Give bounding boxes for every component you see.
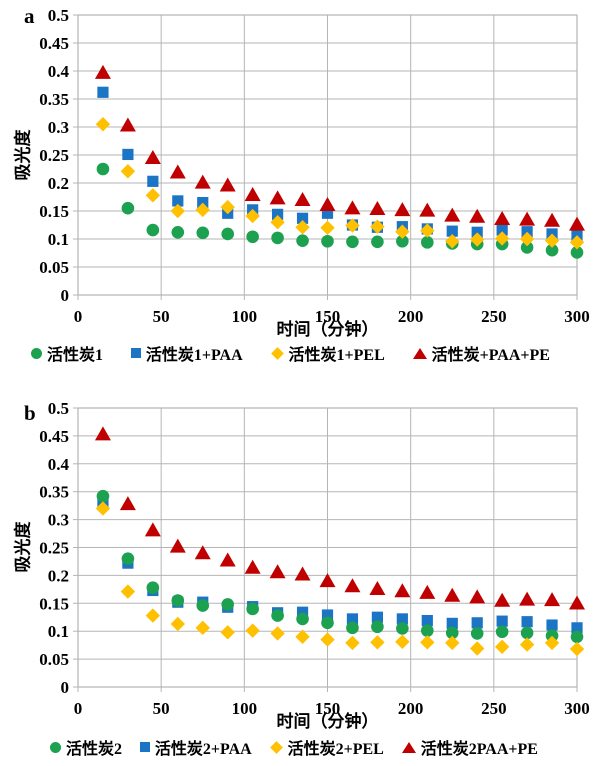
series-triangle — [94, 426, 585, 610]
y-tick-label: 0.25 — [39, 146, 69, 165]
y-tick-label: 0.2 — [48, 174, 69, 193]
series-circle — [96, 162, 584, 259]
legend-item: 活性炭1 — [31, 341, 103, 365]
series-diamond — [95, 501, 585, 657]
x-tick-label: 0 — [74, 699, 83, 718]
grid — [73, 407, 578, 692]
y-tick-label: 0.4 — [48, 455, 70, 474]
y-tick-label: 0 — [61, 678, 70, 697]
x-tick-label: 0 — [74, 307, 83, 326]
y-tick-label: 0.45 — [39, 34, 69, 53]
legend-label: 活性炭2PAA+PE — [420, 741, 538, 758]
legend-b: 活性炭2 活性炭2+PAA 活性炭2+PEL 活性炭2PAA+PE — [50, 735, 538, 759]
triangle-marker-icon — [401, 741, 416, 753]
legend-label: 活性炭1 — [47, 347, 104, 364]
x-tick-label: 300 — [564, 699, 590, 718]
y-tick-label: 0.05 — [39, 258, 69, 277]
square-marker-icon — [130, 348, 141, 358]
y-tick-label: 0.35 — [39, 90, 69, 109]
series-square — [97, 496, 583, 634]
tick-labels: 0 0.05 0.1 0.15 0.2 0.25 0.3 0.35 0.4 0.45 0.5 0 50 1… — [39, 399, 590, 718]
circle-marker-icon — [50, 741, 61, 753]
x-tick-label: 150 — [315, 699, 341, 718]
legend-label: 活性炭2+PAA — [154, 741, 252, 758]
y-tick-label: 0.45 — [39, 427, 69, 446]
y-tick-label: 0.5 — [48, 399, 69, 418]
legend-item: 活性炭2 — [50, 735, 122, 759]
legend-label: 活性炭2+PEL — [287, 741, 384, 758]
y-tick-label: 0.15 — [39, 594, 69, 613]
x-axis-title-b: 时间（分钟） — [276, 712, 379, 731]
legend-item: 活性炭1+PEL — [270, 341, 385, 365]
series-triangle — [94, 64, 585, 231]
legend-item: 活性炭1+PAA — [130, 341, 243, 365]
legend-label: 活性炭+PAA+PE — [431, 347, 550, 364]
y-tick-label: 0.4 — [48, 62, 70, 81]
legend-item: 活性炭2PAA+PE — [401, 735, 538, 759]
x-tick-label: 300 — [564, 307, 590, 326]
x-tick-label: 200 — [398, 699, 424, 718]
legend-label: 活性炭2 — [66, 741, 123, 758]
x-tick-label: 150 — [315, 307, 341, 326]
x-tick-label: 250 — [481, 699, 507, 718]
circle-marker-icon — [31, 347, 42, 359]
x-tick-label: 100 — [232, 307, 258, 326]
tick-labels: 0 0.05 0.1 0.15 0.2 0.25 0.3 0.35 0.4 0.45 0.5 0 50 1… — [39, 6, 590, 326]
y-tick-label: 0.15 — [39, 202, 69, 221]
y-tick-label: 0.05 — [39, 650, 69, 669]
series-square — [97, 86, 583, 242]
legend-item: 活性炭+PAA+PE — [412, 341, 550, 365]
y-tick-label: 0.5 — [48, 6, 69, 25]
panel-b-letter: b — [24, 401, 36, 425]
panel-a: a 吸光度 0 0.05 0.1 0.15 0.2 0.25 0.3 0.35 0.4 0.45 0… — [14, 4, 590, 365]
diamond-marker-icon — [269, 740, 283, 754]
scatter-plot-a: 0 0.05 0.1 0.15 0.2 0.25 0.3 0.35 0.4 0.45 0.5 0 50 1… — [39, 6, 590, 326]
y-tick-label: 0.3 — [48, 511, 69, 530]
legend-item: 活性炭2+PAA — [139, 735, 252, 759]
y-tick-label: 0.1 — [48, 622, 69, 641]
x-tick-label: 250 — [481, 307, 507, 326]
panel-a-letter: a — [24, 4, 35, 28]
scatter-plot-b: 0 0.05 0.1 0.15 0.2 0.25 0.3 0.35 0.4 0.45 0.5 0 50 1… — [39, 399, 590, 718]
series-circle — [96, 489, 584, 644]
y-tick-label: 0.3 — [48, 118, 69, 137]
y-tick-label: 0.25 — [39, 539, 69, 558]
y-tick-label: 0.1 — [48, 230, 69, 249]
x-tick-label: 100 — [232, 699, 258, 718]
grid — [73, 14, 578, 300]
y-tick-label: 0 — [61, 286, 70, 305]
legend-label: 活性炭1+PAA — [145, 347, 243, 364]
x-tick-label: 50 — [153, 699, 170, 718]
x-tick-label: 200 — [398, 307, 424, 326]
diamond-marker-icon — [270, 346, 284, 360]
y-tick-label: 0.35 — [39, 483, 69, 502]
legend-label: 活性炭1+PEL — [288, 347, 385, 364]
square-marker-icon — [139, 742, 150, 752]
legend-item: 活性炭2+PEL — [269, 735, 384, 759]
triangle-marker-icon — [412, 347, 427, 359]
panel-b: b 吸光度 0 0.05 0.1 0.15 0.2 0.25 0.3 0.35 0.4 0.45 0… — [0, 383, 600, 766]
series-diamond — [95, 117, 585, 250]
legend-a: 活性炭1 活性炭1+PAA 活性炭1+PEL 活性炭+PAA+PE — [31, 341, 550, 365]
x-tick-label: 50 — [153, 307, 170, 326]
y-tick-label: 0.2 — [48, 566, 69, 585]
x-axis-title-a: 时间（分钟） — [276, 320, 379, 339]
